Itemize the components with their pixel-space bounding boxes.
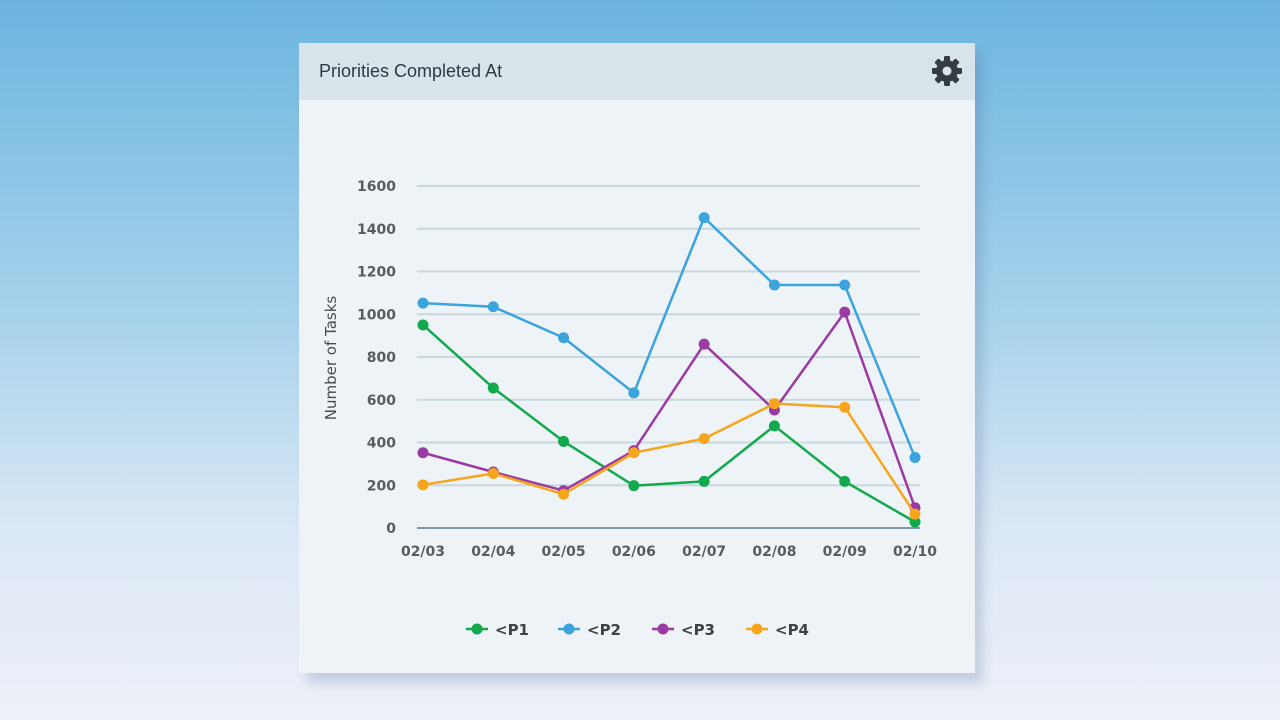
legend-item[interactable]: <P1 [466, 621, 529, 639]
data-point[interactable] [698, 475, 710, 487]
data-point[interactable] [839, 401, 851, 413]
chart-card: Priorities Completed At 0 200 400 600 800 100… [299, 43, 975, 673]
y-tick-label: 600 [367, 393, 396, 409]
y-tick-label: 400 [367, 436, 396, 452]
data-point[interactable] [909, 508, 921, 520]
data-point[interactable] [417, 297, 429, 309]
data-point[interactable] [487, 382, 499, 394]
y-tick-labels: 0 200 400 600 800 1000 1200 1400 1600 [357, 179, 396, 537]
data-point[interactable] [417, 479, 429, 491]
series-line [422, 324, 916, 524]
data-point[interactable] [698, 338, 710, 350]
y-tick-label: 200 [367, 478, 396, 494]
x-tick-label: 02/06 [612, 544, 656, 560]
x-tick-label: 02/04 [471, 544, 515, 560]
line-chart: 0 200 400 600 800 1000 1200 1400 1600 02/03 02/04… [322, 179, 937, 639]
x-tick-labels: 02/03 02/04 02/05 02/06 02/07 02/08 02/09 02/10 [401, 544, 937, 560]
data-point[interactable] [909, 451, 921, 463]
legend-marker [471, 623, 483, 635]
series-2 [417, 212, 921, 463]
series-4 [417, 398, 921, 520]
data-point[interactable] [768, 398, 780, 410]
gear-icon[interactable] [931, 55, 963, 87]
data-point[interactable] [417, 447, 429, 459]
data-point[interactable] [839, 306, 851, 318]
legend-item[interactable]: <P2 [558, 621, 621, 639]
y-tick-label: 1400 [357, 222, 396, 238]
series-line [422, 310, 917, 509]
series-1 [417, 319, 921, 528]
x-tick-label: 02/03 [401, 544, 445, 560]
data-point[interactable] [417, 319, 429, 331]
legend-marker [563, 623, 575, 635]
x-tick-label: 02/09 [823, 544, 867, 560]
grid-lines [417, 185, 920, 529]
y-tick-label: 1000 [357, 307, 396, 323]
x-tick-label: 02/05 [542, 544, 586, 560]
data-point[interactable] [698, 433, 710, 445]
legend-label: <P1 [495, 621, 529, 639]
data-point[interactable] [768, 420, 780, 432]
series-line [422, 402, 917, 515]
card-title: Priorities Completed At [319, 61, 503, 81]
data-point[interactable] [558, 332, 570, 344]
data-point[interactable] [839, 475, 851, 487]
legend-item[interactable]: <P3 [652, 621, 715, 639]
data-point[interactable] [487, 467, 499, 479]
legend-label: <P2 [587, 621, 621, 639]
data-point[interactable] [558, 435, 570, 447]
x-tick-label: 02/10 [893, 544, 937, 560]
legend-label: <P4 [775, 621, 809, 639]
data-point[interactable] [839, 279, 851, 291]
y-tick-label: 0 [386, 521, 396, 537]
legend-label: <P3 [681, 621, 715, 639]
y-axis-title: Number of Tasks [322, 296, 340, 421]
data-point[interactable] [558, 488, 570, 500]
series-line [422, 216, 917, 458]
legend: <P1 <P2 <P3 <P4 [466, 621, 809, 639]
data-point[interactable] [768, 279, 780, 291]
data-point[interactable] [628, 447, 640, 459]
x-tick-label: 02/07 [682, 544, 726, 560]
data-point[interactable] [698, 212, 710, 224]
x-tick-label: 02/08 [752, 544, 796, 560]
data-point[interactable] [628, 480, 640, 492]
card-header: Priorities Completed At [299, 43, 975, 100]
data-point[interactable] [628, 387, 640, 399]
series-lines [417, 212, 921, 528]
y-tick-label: 800 [367, 350, 396, 366]
data-point[interactable] [909, 516, 921, 528]
legend-item[interactable]: <P4 [746, 621, 809, 639]
legend-marker [751, 623, 763, 635]
data-point[interactable] [487, 301, 499, 313]
y-tick-label: 1600 [357, 179, 396, 195]
legend-marker [657, 623, 669, 635]
y-tick-label: 1200 [357, 265, 396, 281]
